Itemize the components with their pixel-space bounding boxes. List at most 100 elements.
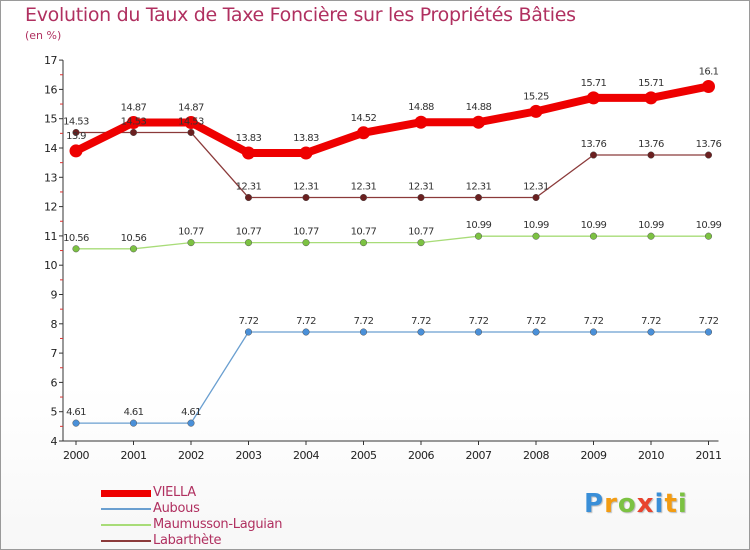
y-tick-label: 10 xyxy=(44,259,57,272)
data-point-maumusson-laguian xyxy=(302,239,310,247)
x-tick-label: 2004 xyxy=(293,449,319,462)
data-point-labarthete xyxy=(72,128,80,137)
data-point-viella xyxy=(644,91,658,105)
y-tick-label: 11 xyxy=(44,230,57,243)
data-label-aubous: 4.61 xyxy=(124,407,144,418)
data-label-viella: 14.87 xyxy=(121,103,147,114)
legend-label: Aubous xyxy=(153,501,200,516)
data-label-maumusson-laguian: 10.77 xyxy=(236,227,262,238)
legend-swatch xyxy=(101,508,151,510)
data-point-viella xyxy=(702,79,715,93)
data-label-viella: 16.1 xyxy=(699,66,719,77)
logo-letter: r xyxy=(604,489,618,519)
data-label-aubous: 7.72 xyxy=(641,316,661,327)
y-tick-label: 9 xyxy=(51,289,58,302)
data-point-maumusson-laguian xyxy=(187,239,195,247)
data-label-maumusson-laguian: 10.77 xyxy=(178,227,204,238)
y-tick-label: 16 xyxy=(44,83,57,96)
legend-swatch xyxy=(101,524,151,526)
data-label-aubous: 7.72 xyxy=(411,316,431,327)
logo-letter: P xyxy=(584,489,605,519)
data-label-viella: 14.88 xyxy=(408,102,434,113)
chart-series-markers xyxy=(69,79,715,427)
data-point-labarthete xyxy=(187,128,195,137)
data-point-aubous xyxy=(589,328,598,336)
data-label-labarthete: 14.53 xyxy=(63,116,89,127)
x-tick-label: 2000 xyxy=(63,449,89,462)
data-label-labarthete: 12.31 xyxy=(408,182,434,193)
y-tick-label: 12 xyxy=(44,201,57,214)
legend-swatch xyxy=(101,540,151,542)
legend-label: Labarthète xyxy=(153,533,222,548)
data-label-labarthete: 12.31 xyxy=(466,182,492,193)
y-tick-label: 15 xyxy=(44,113,57,126)
data-label-maumusson-laguian: 10.77 xyxy=(351,227,377,238)
data-point-viella xyxy=(529,104,543,118)
data-label-viella: 14.52 xyxy=(351,113,377,124)
x-tick-label: 2002 xyxy=(178,449,204,462)
data-point-labarthete xyxy=(129,128,138,137)
data-point-aubous xyxy=(704,328,713,336)
data-label-labarthete: 12.31 xyxy=(293,182,319,193)
x-tick-label: 2007 xyxy=(466,449,492,462)
data-point-labarthete xyxy=(417,193,425,202)
data-point-maumusson-laguian xyxy=(359,239,368,247)
data-label-labarthete: 12.31 xyxy=(351,182,377,193)
logo-letter: t xyxy=(664,489,678,519)
data-label-labarthete: 14.53 xyxy=(178,116,204,127)
data-point-labarthete xyxy=(244,193,253,202)
data-point-aubous xyxy=(417,328,425,336)
chart-series-lines xyxy=(72,82,713,424)
y-tick-label: 13 xyxy=(44,171,57,184)
data-label-aubous: 7.72 xyxy=(354,316,374,327)
data-label-viella: 13.9 xyxy=(66,131,86,142)
chart-data-labels: 13.9 14.87 14.87 13.83 13.83 14.52 14.88 14.88 1… xyxy=(63,66,722,418)
data-label-viella: 13.83 xyxy=(236,133,262,144)
data-point-aubous xyxy=(647,328,655,336)
series-line-aubous xyxy=(75,331,710,424)
y-tick-label: 6 xyxy=(51,376,58,389)
data-point-viella xyxy=(357,126,370,140)
data-label-aubous: 7.72 xyxy=(584,316,604,327)
data-point-maumusson-laguian xyxy=(647,232,655,240)
data-label-aubous: 4.61 xyxy=(181,407,201,418)
data-label-labarthete: 12.31 xyxy=(523,182,549,193)
data-label-maumusson-laguian: 10.56 xyxy=(121,233,147,244)
y-tick-label: 5 xyxy=(51,406,58,419)
x-tick-label: 2009 xyxy=(581,449,607,462)
data-point-labarthete xyxy=(589,151,598,159)
logo-letter: o xyxy=(617,489,637,519)
data-point-labarthete xyxy=(532,193,540,202)
data-point-viella xyxy=(299,146,313,160)
x-tick-label: 2008 xyxy=(523,449,549,462)
proxiti-logo: Proxiti xyxy=(584,489,688,519)
y-tick-label: 8 xyxy=(51,318,58,331)
x-tick-label: 2006 xyxy=(408,449,434,462)
series-line-maumusson-laguian xyxy=(75,235,710,250)
y-tick-label: 17 xyxy=(44,54,57,67)
data-label-viella: 14.87 xyxy=(178,103,204,114)
data-point-aubous xyxy=(129,419,138,427)
data-label-viella: 13.83 xyxy=(293,133,319,144)
data-point-labarthete xyxy=(647,151,655,159)
chart-axes: 4 5 6 7 8 9 10 11 12 13 14 15 16 17 2000 2001 2002 2003 20… xyxy=(44,54,722,462)
data-label-aubous: 7.72 xyxy=(469,316,489,327)
logo-letter: x xyxy=(636,489,655,519)
data-label-maumusson-laguian: 10.56 xyxy=(63,233,89,244)
chart-title: Evolution du Taux de Taxe Foncière sur l… xyxy=(25,4,576,26)
series-line-viella xyxy=(72,82,713,157)
data-label-viella: 15.71 xyxy=(638,78,664,89)
data-label-labarthete: 13.76 xyxy=(696,139,722,150)
data-label-maumusson-laguian: 10.77 xyxy=(293,227,319,238)
data-label-maumusson-laguian: 10.99 xyxy=(638,220,664,231)
data-point-aubous xyxy=(359,328,368,336)
data-label-maumusson-laguian: 10.99 xyxy=(581,220,607,231)
data-label-aubous: 4.61 xyxy=(66,407,86,418)
data-label-maumusson-laguian: 10.99 xyxy=(696,220,722,231)
chart-subtitle: (en %) xyxy=(25,29,62,42)
legend-label: VIELLA xyxy=(153,485,196,500)
y-tick-label: 14 xyxy=(44,142,57,155)
data-point-viella xyxy=(127,116,140,130)
